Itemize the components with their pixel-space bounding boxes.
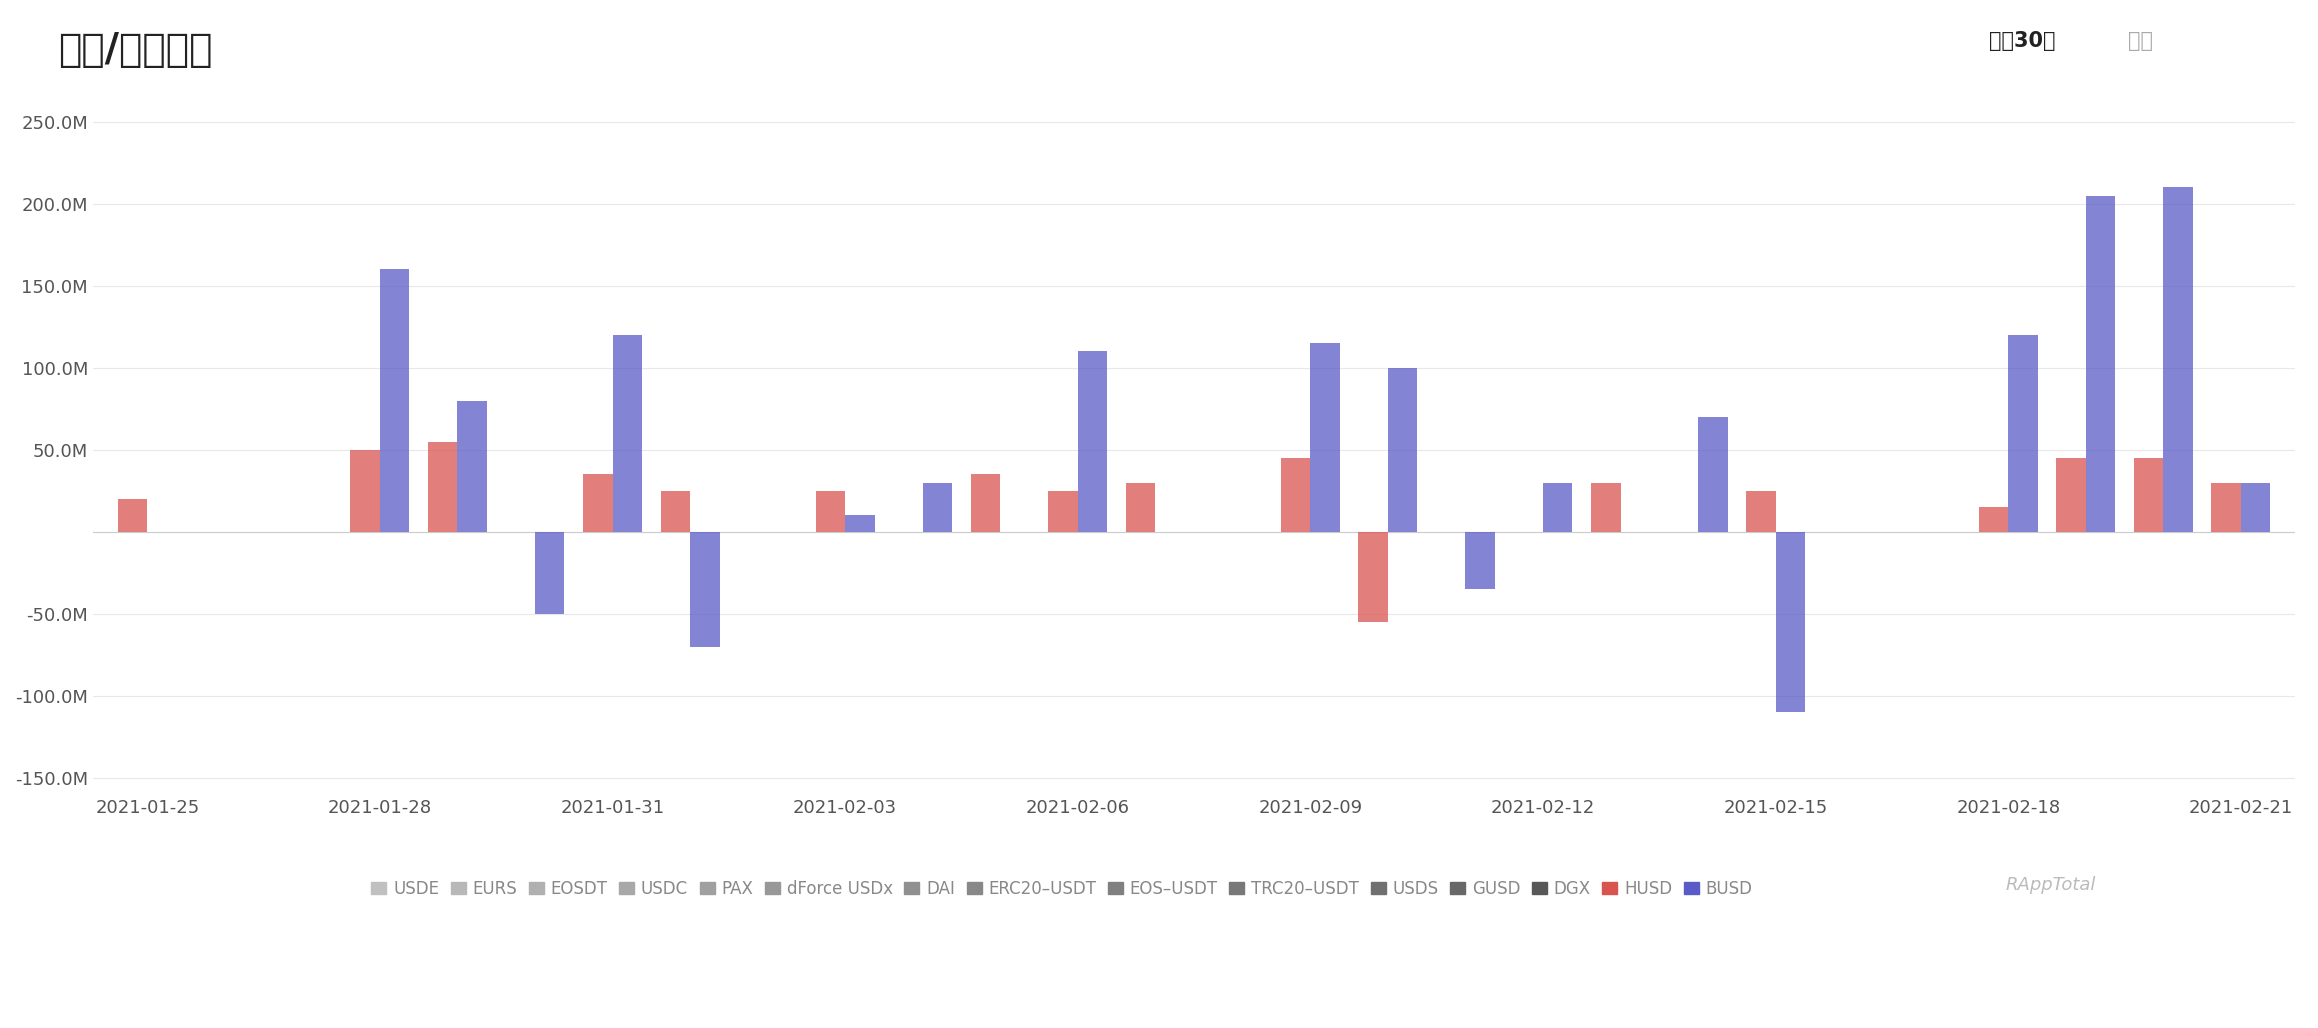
Bar bbox=[1544, 482, 1572, 531]
Bar bbox=[923, 482, 953, 531]
Bar bbox=[2135, 458, 2163, 531]
Bar bbox=[2086, 195, 2116, 531]
Bar bbox=[1282, 458, 1310, 531]
Bar bbox=[1745, 490, 1776, 531]
Bar bbox=[1776, 531, 1806, 712]
Text: 最近30天: 最近30天 bbox=[1989, 31, 2056, 50]
Bar bbox=[1048, 490, 1078, 531]
Bar bbox=[2007, 335, 2038, 531]
Bar bbox=[691, 531, 719, 647]
Bar bbox=[1465, 531, 1495, 589]
Bar bbox=[2056, 458, 2086, 531]
Bar bbox=[661, 490, 691, 531]
Bar bbox=[971, 475, 1001, 531]
Bar bbox=[2163, 187, 2193, 531]
Bar bbox=[350, 450, 380, 531]
Bar bbox=[2242, 482, 2269, 531]
Bar bbox=[457, 401, 487, 531]
Bar bbox=[1388, 368, 1416, 531]
Text: 增发/销毁趋势: 增发/销毁趋势 bbox=[58, 31, 213, 69]
Text: RAppTotal: RAppTotal bbox=[2005, 876, 2095, 894]
Text: 全部: 全部 bbox=[2128, 31, 2153, 50]
Bar bbox=[1358, 531, 1388, 622]
Bar bbox=[1078, 352, 1108, 531]
Legend: USDE, EURS, EOSDT, USDC, PAX, dForce USDx, DAI, ERC20–USDT, EOS–USDT, TRC20–USDT: USDE, EURS, EOSDT, USDC, PAX, dForce USD… bbox=[364, 873, 1759, 905]
Bar bbox=[535, 531, 566, 614]
Bar bbox=[118, 499, 148, 531]
Bar bbox=[584, 475, 612, 531]
Bar bbox=[1310, 343, 1340, 531]
Bar bbox=[1590, 482, 1620, 531]
Bar bbox=[846, 515, 874, 531]
Bar bbox=[1699, 417, 1727, 531]
Bar bbox=[816, 490, 846, 531]
Bar bbox=[2211, 482, 2242, 531]
Bar bbox=[612, 335, 642, 531]
Bar bbox=[1127, 482, 1154, 531]
Bar bbox=[429, 442, 457, 531]
Bar bbox=[380, 269, 410, 531]
Bar bbox=[1980, 507, 2007, 531]
